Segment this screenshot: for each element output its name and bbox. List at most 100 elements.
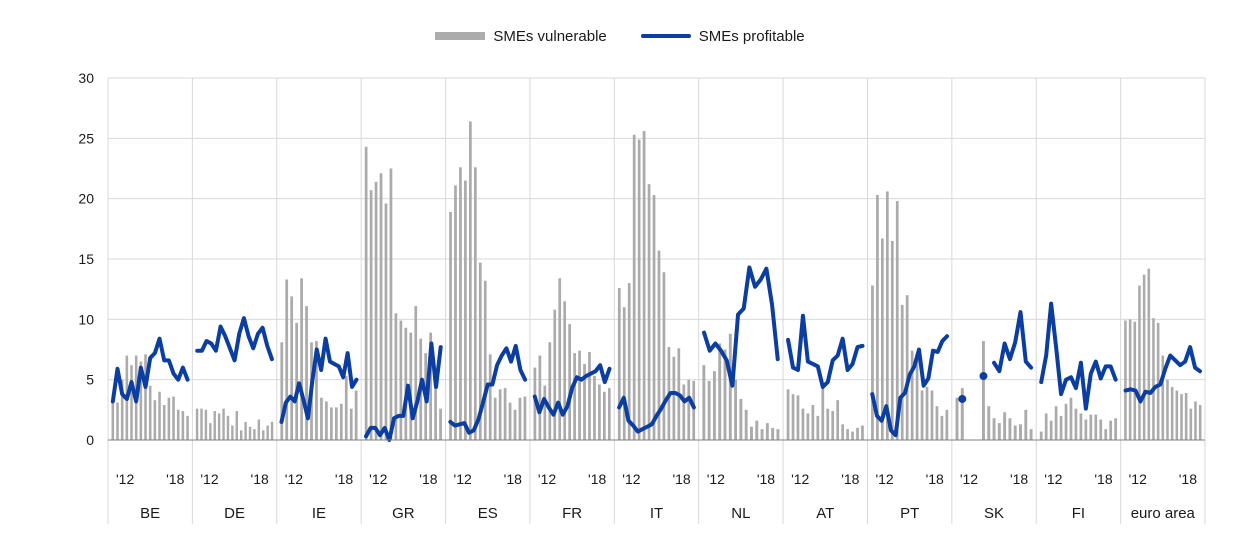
bar-vulnerable xyxy=(890,240,894,440)
bar-vulnerable xyxy=(439,408,442,440)
line-profitable xyxy=(195,316,274,363)
y-tick-label: 30 xyxy=(78,70,94,86)
line-profitable xyxy=(786,313,865,389)
bar-vulnerable xyxy=(885,191,889,440)
chart-legend: SMEs vulnerable SMEs profitable xyxy=(0,24,1240,48)
x-year-label: '18 xyxy=(1179,471,1197,487)
y-tick-label: 5 xyxy=(86,372,94,388)
bar-vulnerable xyxy=(642,131,646,441)
bar-vulnerable xyxy=(607,388,611,440)
line-profitable xyxy=(992,310,1034,374)
bar-vulnerable xyxy=(791,394,795,440)
bar-vulnerable xyxy=(776,429,780,440)
bar-vulnerable xyxy=(1054,406,1058,440)
bar-vulnerable xyxy=(750,426,753,440)
bar-vulnerable xyxy=(404,327,408,440)
bar-vulnerable xyxy=(1024,409,1028,440)
bar-vulnerable xyxy=(622,307,626,440)
bar-vulnerable xyxy=(513,409,517,440)
bar-vulnerable xyxy=(739,398,743,440)
bar-vulnerable xyxy=(1152,318,1155,440)
bar-vulnerable xyxy=(384,203,388,440)
bar-vulnerable xyxy=(266,425,269,440)
line-profitable xyxy=(448,343,528,435)
bar-vulnerable xyxy=(1059,415,1063,440)
bar-vulnerable xyxy=(1084,419,1088,440)
x-category-label: DE xyxy=(224,505,245,522)
bar-vulnerable xyxy=(1114,418,1117,440)
bar-vulnerable xyxy=(1142,274,1146,440)
x-category-label: euro area xyxy=(1131,505,1196,522)
bar-vulnerable xyxy=(325,401,328,440)
y-tick-label: 15 xyxy=(78,251,94,267)
bar-vulnerable xyxy=(209,423,212,440)
bar-vulnerable xyxy=(285,279,289,440)
bar-vulnerable xyxy=(920,390,924,440)
line-profitable xyxy=(279,336,359,424)
bar-vulnerable xyxy=(130,365,133,440)
x-year-label: '12 xyxy=(200,471,218,487)
x-year-label: '12 xyxy=(538,471,556,487)
bar-vulnerable xyxy=(652,195,656,440)
bar-vulnerable xyxy=(771,427,775,440)
bar-vulnerable xyxy=(305,306,308,440)
x-year-label: '12 xyxy=(622,471,640,487)
bar-vulnerable xyxy=(910,350,914,440)
bar-vulnerable xyxy=(992,418,996,440)
bar-vulnerable xyxy=(801,408,805,440)
x-category-label: NL xyxy=(731,505,750,522)
bar-vulnerable xyxy=(172,396,175,440)
line-point-profitable xyxy=(979,372,988,381)
bar-vulnerable xyxy=(1128,319,1132,440)
bar-vulnerable xyxy=(578,350,581,440)
x-category-label: IT xyxy=(650,505,663,522)
bar-vulnerable xyxy=(647,184,651,440)
bar-vulnerable xyxy=(702,365,706,440)
bar-vulnerable xyxy=(144,354,147,440)
x-year-label: '18 xyxy=(1094,471,1112,487)
bar-vulnerable xyxy=(1133,321,1137,440)
bar-vulnerable xyxy=(861,425,864,440)
bar-vulnerable xyxy=(707,380,711,440)
bar-vulnerable xyxy=(248,426,252,440)
bar-vulnerable xyxy=(856,427,859,440)
bar-vulnerable xyxy=(1175,390,1179,440)
x-year-label: '18 xyxy=(166,471,184,487)
bar-vulnerable xyxy=(186,415,189,440)
bar-vulnerable xyxy=(1008,418,1012,440)
bar-vulnerable xyxy=(488,354,492,440)
x-category-label: SK xyxy=(984,505,1004,522)
bar-vulnerable xyxy=(997,423,1001,440)
bar-vulnerable xyxy=(483,280,487,440)
bar-vulnerable xyxy=(454,185,457,440)
line-profitable xyxy=(702,265,780,388)
bar-vulnerable xyxy=(871,285,874,440)
bar-vulnerable xyxy=(473,167,477,440)
bar-vulnerable xyxy=(925,386,929,440)
bar-vulnerable xyxy=(200,408,203,440)
line-profitable xyxy=(1039,301,1118,411)
x-year-label: '12 xyxy=(454,471,472,487)
bar-vulnerable xyxy=(905,295,909,440)
bar-vulnerable xyxy=(718,343,722,440)
bar-vulnerable xyxy=(1156,322,1160,440)
y-tick-label: 25 xyxy=(78,130,94,146)
bar-vulnerable xyxy=(900,304,904,440)
bar-vulnerable xyxy=(687,379,691,440)
bar-vulnerable xyxy=(158,391,161,440)
bar-vulnerable xyxy=(1180,394,1183,440)
x-year-label: '18 xyxy=(672,471,690,487)
x-year-label: '12 xyxy=(707,471,725,487)
x-year-label: '12 xyxy=(960,471,978,487)
bar-vulnerable xyxy=(712,371,716,440)
bar-vulnerable xyxy=(1194,401,1197,440)
bar-vulnerable xyxy=(806,413,810,440)
legend-swatch-line xyxy=(640,34,691,38)
bar-vulnerable xyxy=(414,306,418,440)
line-point-profitable xyxy=(958,394,967,403)
line-profitable xyxy=(363,341,443,442)
bar-vulnerable xyxy=(344,376,348,440)
bar-vulnerable xyxy=(662,272,666,440)
bar-vulnerable xyxy=(493,397,497,440)
x-year-label: '12 xyxy=(875,471,893,487)
